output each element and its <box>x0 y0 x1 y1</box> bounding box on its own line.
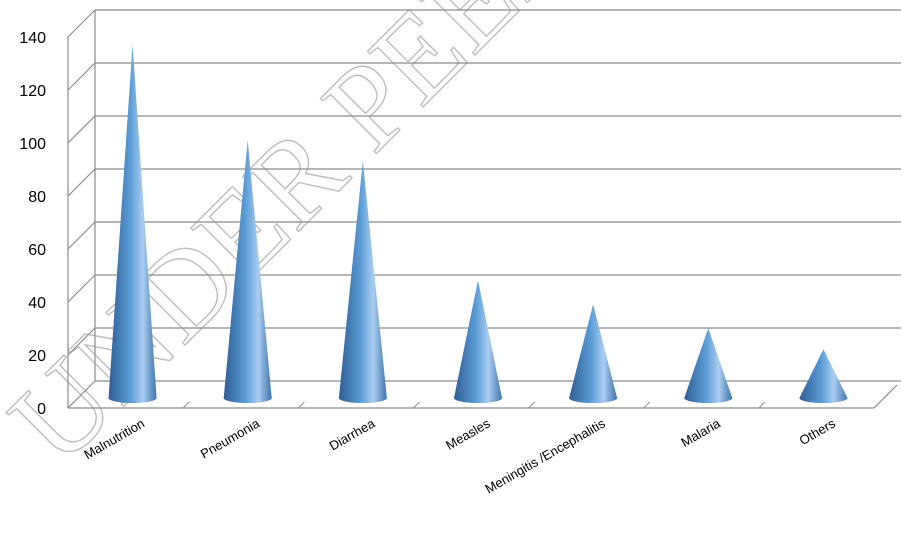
y-tick-label: 60 <box>28 242 46 259</box>
cone <box>799 349 848 403</box>
category-tick <box>182 401 190 409</box>
x-tick-label: Malaria <box>678 415 723 450</box>
wall-gridline <box>67 327 96 356</box>
x-tick-label: Meningitis /Encephalitis <box>482 415 608 496</box>
category-tick <box>643 401 651 409</box>
cone <box>223 139 272 403</box>
chart-grid <box>67 9 901 409</box>
cone <box>338 161 387 403</box>
cone-bar <box>223 139 272 403</box>
cone-bar <box>454 280 502 403</box>
watermark: UNDER PEER <box>0 0 600 489</box>
cone-bar <box>684 328 733 403</box>
wall-gridline <box>67 115 96 144</box>
y-tick-label: 100 <box>19 136 46 153</box>
watermark-text: UNDER PEER <box>0 0 600 489</box>
y-tick-label: 120 <box>19 83 46 100</box>
x-tick-label: Diarrhea <box>327 415 378 453</box>
y-tick-label: 80 <box>28 189 46 206</box>
category-tick <box>758 401 766 409</box>
wall-gridline <box>67 168 96 197</box>
category-tick <box>67 401 75 409</box>
x-tick-label: Others <box>797 415 839 448</box>
cone-bar <box>569 304 618 403</box>
cone <box>108 44 157 404</box>
category-tick <box>413 401 420 409</box>
y-tick-label: 140 <box>19 30 46 47</box>
cone <box>684 328 733 403</box>
category-tick <box>528 401 535 409</box>
wall-gridline <box>67 9 96 38</box>
y-axis: 0 20 40 60 80 100 120 140 <box>19 30 46 418</box>
cone-bar <box>108 44 157 404</box>
category-tick <box>873 401 881 409</box>
wall-gridline <box>67 62 96 91</box>
y-tick-label: 0 <box>37 401 46 418</box>
chart-marks <box>108 44 848 404</box>
y-tick-label: 40 <box>28 295 46 312</box>
wall-gridline <box>67 221 96 250</box>
cone <box>454 280 502 403</box>
cone <box>569 304 618 403</box>
cone-bar <box>799 349 848 403</box>
x-tick-label: Measles <box>443 415 493 452</box>
x-tick-label: Pneumonia <box>198 415 263 461</box>
y-tick-label: 20 <box>28 348 46 365</box>
wall-gridline <box>67 274 96 303</box>
cone-bar <box>338 161 387 403</box>
category-tick <box>297 401 305 409</box>
